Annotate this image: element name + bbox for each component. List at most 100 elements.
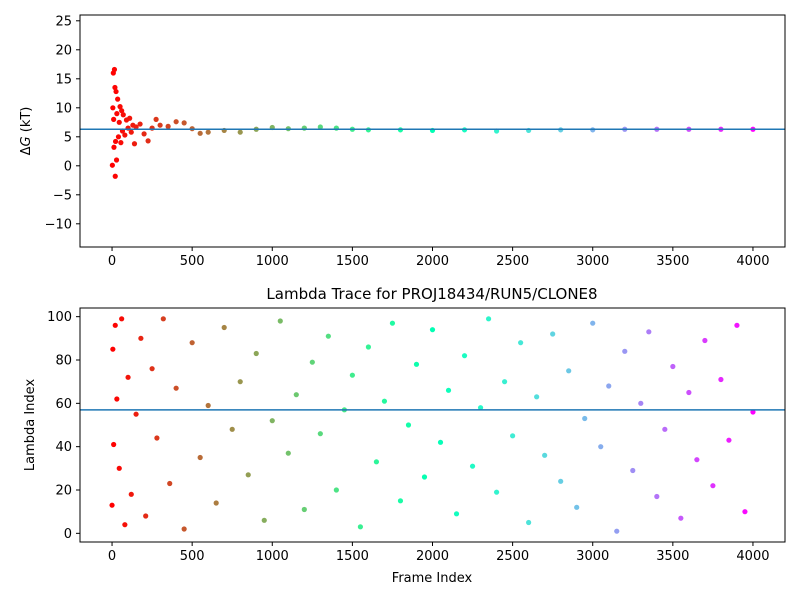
dg-x-tick-label: 1000 [256,254,289,269]
dg-x-tick-label: 0 [108,254,116,269]
lambda-point [114,396,120,402]
lambda-point [654,493,660,500]
dg-point [181,120,187,126]
lambda-point [237,379,243,385]
lambda-point [445,387,452,393]
lambda-point [197,454,203,461]
lambda-point [622,348,628,354]
dg-x-ticks: 0 500 1000 1500 2000 2500 3000 3500 4000 [108,247,770,269]
lambda-point [493,489,500,495]
lambda-point [181,526,187,532]
lambda-point [397,498,404,504]
lambda-point [138,335,144,341]
dg-point [117,104,123,110]
lambda-point [590,320,596,326]
lambda-point [333,487,339,493]
dg-point [111,66,118,73]
lambda-point [686,389,692,396]
lambda-x-tick-label: 3500 [656,549,689,564]
dg-points [109,66,756,179]
dg-point [237,129,243,135]
dg-point [157,122,163,128]
dg-point [119,108,125,114]
dg-point [120,112,126,118]
dg-chart: 0 500 1000 1500 2000 2500 3000 3500 4000 −10 −5 0 5… [19,14,786,269]
lambda-y-tick-label: 40 [55,440,72,455]
lambda-point [469,463,476,469]
lambda-point [167,480,173,487]
lambda-point [293,392,299,398]
lambda-point [119,316,125,322]
lambda-point [429,327,436,333]
lambda-chart: Lambda Trace for PROJ18434/RUN5/CLONE8 0… [23,285,786,586]
lambda-point [477,405,484,411]
dg-point [112,138,119,145]
dg-y-ticks: −10 −5 0 5 10 15 20 25 [45,14,80,232]
lambda-point [510,433,516,439]
lambda-point [245,472,251,478]
lambda-point [253,350,259,357]
lambda-point [405,422,412,428]
lambda-point [128,491,134,497]
dg-point [137,121,143,127]
lambda-point [309,359,315,365]
dg-point [141,131,147,137]
lambda-point [534,394,540,400]
dg-point [112,84,118,91]
lambda-point [112,322,118,328]
lambda-point [726,437,732,443]
dg-point [145,138,151,144]
dg-point [165,123,171,129]
lambda-chart-title: Lambda Trace for PROJ18434/RUN5/CLONE8 [266,285,597,303]
dg-point [122,132,128,138]
lambda-point [189,340,195,346]
lambda-point [598,444,604,450]
lambda-point [133,411,139,417]
lambda-point [734,322,740,328]
lambda-x-tick-label: 3000 [576,549,609,564]
lambda-point [502,379,508,385]
lambda-point [518,340,524,346]
lambda-point [317,431,323,437]
lambda-point [566,368,572,374]
lambda-point [678,515,684,521]
dg-point [111,116,117,122]
lambda-point [154,435,160,441]
lambda-y-tick-label: 80 [55,354,72,369]
lambda-point [381,398,388,404]
dg-point [115,96,121,102]
lambda-point [389,320,396,326]
lambda-point [670,363,676,370]
lambda-x-tick-label: 1500 [336,549,369,564]
lambda-point [461,353,468,359]
dg-point [153,116,159,122]
dg-y-tick-label: −5 [53,188,72,203]
lambda-point [574,504,580,510]
lambda-point [125,374,131,380]
lambda-x-tick-label: 500 [180,549,205,564]
lambda-point [173,385,179,391]
dg-y-tick-label: −10 [45,217,72,232]
lambda-x-tick-label: 2000 [416,549,449,564]
lambda-point [550,331,556,337]
lambda-point [301,506,307,513]
lambda-point [614,528,620,534]
lambda-point [365,344,372,350]
lambda-point [558,478,564,484]
dg-y-tick-label: 25 [55,14,72,29]
lambda-point [349,372,355,378]
lambda-point [229,426,235,432]
lambda-point [582,415,588,422]
lambda-point [269,418,275,424]
dg-point [197,130,203,136]
lambda-x-tick-label: 1000 [256,549,289,564]
lambda-point [109,502,115,508]
lambda-point [606,383,612,389]
dg-point [205,129,211,135]
lambda-point [437,439,444,445]
dg-y-tick-label: 15 [55,72,72,87]
dg-y-tick-label: 10 [55,101,72,116]
lambda-y-axis-label: Lambda Index [23,379,38,472]
dg-x-tick-label: 2000 [416,254,449,269]
